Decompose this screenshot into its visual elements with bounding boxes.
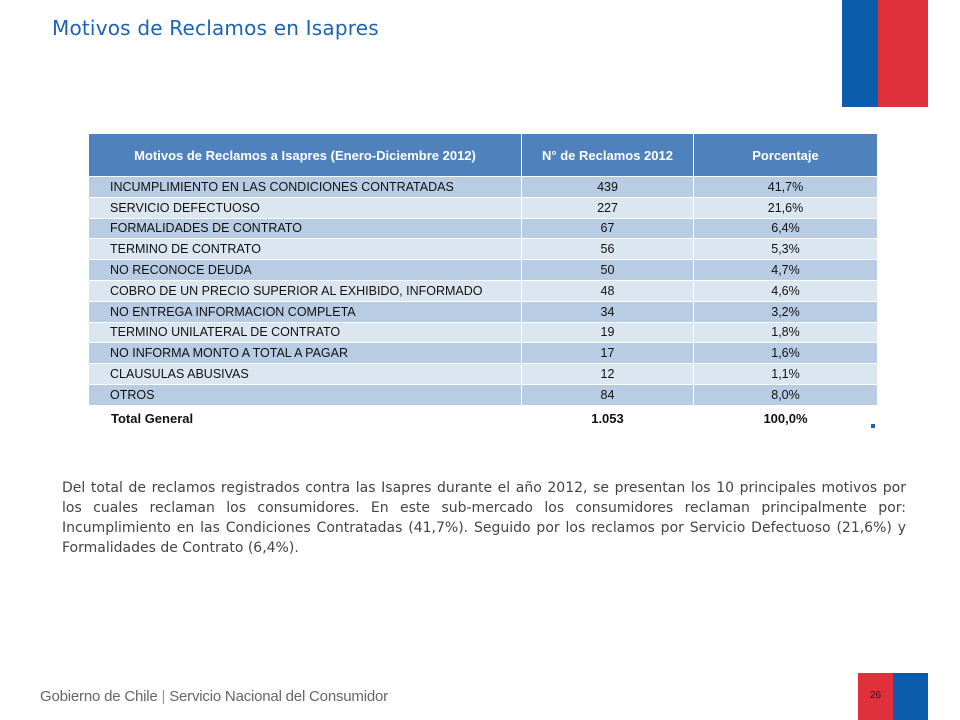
row-reclamos: 56	[521, 238, 694, 261]
row-motivo: CLAUSULAS ABUSIVAS	[88, 363, 522, 385]
row-reclamos: 48	[521, 279, 694, 302]
row-reclamos: 17	[521, 342, 694, 365]
row-porcentaje: 3,2%	[693, 300, 878, 323]
flag-red-band	[878, 0, 928, 107]
row-porcentaje: 21,6%	[693, 196, 878, 219]
footer-gobierno: Gobierno de Chile	[40, 688, 158, 705]
table-header-row: Motivos de Reclamos a Isapres (Enero-Dic…	[88, 133, 878, 177]
row-motivo: INCUMPLIMIENTO EN LAS CONDICIONES CONTRA…	[88, 176, 522, 198]
row-porcentaje: 1,1%	[693, 363, 878, 385]
row-reclamos: 34	[521, 300, 694, 323]
row-motivo: NO RECONOCE DEUDA	[88, 259, 522, 281]
table-row: SERVICIO DEFECTUOSO 227 21,6%	[88, 196, 878, 219]
row-reclamos: 227	[521, 196, 694, 219]
row-motivo: SERVICIO DEFECTUOSO	[88, 196, 522, 219]
row-motivo: NO ENTREGA INFORMACION COMPLETA	[88, 300, 522, 323]
row-porcentaje: 6,4%	[693, 217, 878, 240]
row-porcentaje: 4,7%	[693, 259, 878, 281]
summary-paragraph: Del total de reclamos registrados contra…	[62, 480, 906, 556]
footer-separator: |	[161, 688, 166, 705]
row-porcentaje: 1,6%	[693, 342, 878, 365]
header-motivos: Motivos de Reclamos a Isapres (Enero-Dic…	[88, 133, 522, 177]
header-porcentaje: Porcentaje	[693, 133, 878, 177]
page-title: Motivos de Reclamos en Isapres	[52, 16, 379, 40]
table-row: NO RECONOCE DEUDA 50 4,7%	[88, 259, 878, 281]
total-reclamos: 1.053	[521, 404, 694, 432]
table-body: INCUMPLIMIENTO EN LAS CONDICIONES CONTRA…	[88, 176, 878, 406]
row-porcentaje: 5,3%	[693, 238, 878, 261]
row-motivo: OTROS	[88, 383, 522, 406]
total-porcentaje: 100,0%	[693, 404, 878, 432]
table-row: OTROS 84 8,0%	[88, 383, 878, 406]
table-row: TERMINO UNILATERAL DE CONTRATO 19 1,8%	[88, 321, 878, 344]
row-porcentaje: 41,7%	[693, 176, 878, 198]
table-row: CLAUSULAS ABUSIVAS 12 1,1%	[88, 363, 878, 385]
row-motivo: FORMALIDADES DE CONTRATO	[88, 217, 522, 240]
row-reclamos: 19	[521, 321, 694, 344]
row-reclamos: 12	[521, 363, 694, 385]
flag-blue-band	[842, 0, 878, 107]
row-motivo: TERMINO DE CONTRATO	[88, 238, 522, 261]
flag-stripe-top	[842, 0, 928, 107]
flag-red-band-bottom: 26	[858, 673, 893, 720]
table-total-row: Total General 1.053 100,0%	[88, 404, 878, 432]
footer-brand: Gobierno de Chile | Servicio Nacional del …	[40, 688, 388, 705]
table-row: INCUMPLIMIENTO EN LAS CONDICIONES CONTRA…	[88, 176, 878, 198]
table-row: NO INFORMA MONTO A TOTAL A PAGAR 17 1,6%	[88, 342, 878, 365]
row-porcentaje: 1,8%	[693, 321, 878, 344]
flag-stripe-bottom: 26	[858, 673, 928, 720]
table-row: NO ENTREGA INFORMACION COMPLETA 34 3,2%	[88, 300, 878, 323]
row-porcentaje: 8,0%	[693, 383, 878, 406]
row-motivo: COBRO DE UN PRECIO SUPERIOR AL EXHIBIDO,…	[88, 279, 522, 302]
page-number: 26	[869, 690, 882, 701]
total-label: Total General	[88, 404, 522, 432]
row-reclamos: 67	[521, 217, 694, 240]
row-motivo: TERMINO UNILATERAL DE CONTRATO	[88, 321, 522, 344]
complaints-table: Motivos de Reclamos a Isapres (Enero-Dic…	[88, 133, 878, 432]
table-resize-handle	[871, 424, 875, 428]
row-porcentaje: 4,6%	[693, 279, 878, 302]
table-row: COBRO DE UN PRECIO SUPERIOR AL EXHIBIDO,…	[88, 279, 878, 302]
header-reclamos: N° de Reclamos 2012	[521, 133, 694, 177]
row-reclamos: 84	[521, 383, 694, 406]
flag-blue-band-bottom	[893, 673, 928, 720]
row-reclamos: 439	[521, 176, 694, 198]
footer-sernac: Servicio Nacional del Consumidor	[169, 688, 388, 705]
row-reclamos: 50	[521, 259, 694, 281]
row-motivo: NO INFORMA MONTO A TOTAL A PAGAR	[88, 342, 522, 365]
table-row: FORMALIDADES DE CONTRATO 67 6,4%	[88, 217, 878, 240]
table-row: TERMINO DE CONTRATO 56 5,3%	[88, 238, 878, 261]
